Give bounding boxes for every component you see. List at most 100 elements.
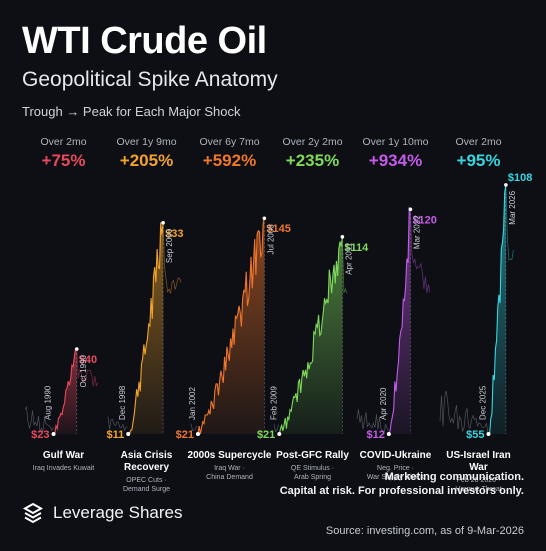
duration-label: Over 1y 10mo	[363, 136, 429, 148]
trough-point	[277, 432, 282, 436]
trough-price-label: $55	[466, 429, 484, 441]
trough-point	[126, 432, 131, 436]
change-label: +95%	[457, 151, 501, 170]
event-detail-label: Feb 28 2026 ·	[457, 477, 501, 484]
event-detail-label: Arab Spring	[294, 474, 331, 481]
peak-price-label: $120	[412, 214, 436, 226]
peak-point	[504, 183, 508, 187]
brand-name: Leverage Shares	[53, 503, 183, 522]
rise-series-line	[388, 206, 411, 435]
trough-date-label: Feb 2009	[269, 386, 278, 420]
event-detail-label: Hormuz Threat	[455, 486, 502, 493]
rise-series-line	[197, 218, 265, 435]
trough-date-label: Jan 2002	[188, 387, 197, 420]
peak-date-label: Mar 2026	[508, 190, 517, 224]
disclaimer: Marketing communication. Capital at risk…	[280, 470, 524, 498]
trough-price-label: $21	[176, 429, 194, 441]
peak-price-label: $114	[344, 242, 369, 254]
change-label: +75%	[42, 151, 86, 170]
rise-series-line	[488, 184, 507, 435]
panel-6: $55 $108 Dec 2025 Mar 2026 Over 2mo +95% US-Is…	[439, 136, 532, 493]
event-detail-label: Iraq Invades Kuwait	[33, 465, 95, 472]
peak-point	[161, 221, 165, 225]
event-detail-label: War Supply Shock	[367, 474, 425, 481]
trough-point	[51, 432, 56, 436]
peak-price-label: $33	[165, 228, 183, 240]
change-label: +235%	[286, 151, 339, 170]
event-detail-label: Neg. Price ·	[377, 465, 414, 472]
duration-label: Over 2mo	[40, 136, 86, 148]
rise-area	[197, 218, 265, 434]
duration-label: Over 2mo	[455, 136, 501, 148]
panel-4: $21 $114 Feb 2009 Apr 2011 Over 2y 2mo +235% P…	[257, 136, 369, 481]
peak-point	[74, 347, 79, 351]
chart-tagline: Trough → Peak for Each Major Shock	[22, 104, 241, 119]
panel-3: $21 $145 Jan 2002 Jul 2008 Over 6y 7mo +592% 2…	[176, 136, 291, 481]
change-label: +205%	[120, 151, 173, 170]
event-name-label: Asia Crisis	[121, 450, 173, 461]
rise-area	[279, 236, 343, 434]
peak-date-label: Jul 2008	[266, 224, 275, 255]
event-detail-label: Demand Surge	[123, 486, 170, 493]
peak-price-label: $145	[266, 223, 290, 235]
peak-date-label: Sep 2000	[165, 228, 174, 263]
page-subtitle: Geopolitical Spike Anatomy	[22, 68, 278, 91]
trough-price-label: $23	[31, 429, 49, 441]
rise-series-line	[278, 236, 343, 435]
pre-trough-series	[439, 390, 489, 434]
event-name-label: War	[469, 462, 488, 473]
peak-price-label: $108	[508, 172, 532, 184]
duration-label: Over 2y 2mo	[282, 136, 342, 148]
trough-point	[486, 432, 491, 436]
post-peak-series	[410, 209, 431, 293]
leverage-shares-logo-icon	[22, 502, 44, 524]
peak-point	[408, 207, 413, 212]
trough-date-label: Aug 1990	[44, 385, 53, 420]
panel-5: $12 $120 Apr 2020 Mar 2022 Over 1y 10mo +934%…	[356, 136, 437, 481]
rise-area	[488, 184, 506, 434]
post-peak-series	[76, 348, 99, 387]
post-peak-series	[341, 236, 348, 294]
rise-series-line	[53, 347, 77, 435]
trough-date-label: Apr 2020	[379, 387, 388, 420]
peak-date-label: Apr 2011	[344, 242, 353, 274]
pre-trough-series	[356, 409, 389, 435]
pre-trough-series	[107, 416, 128, 432]
rise-area	[128, 222, 164, 434]
event-name-label: Recovery	[124, 462, 169, 473]
peak-point	[340, 235, 345, 239]
event-detail-label: Iraq War ·	[214, 465, 245, 472]
peak-date-label: Oct 1990	[79, 354, 88, 387]
trough-date-label: Dec 1998	[118, 385, 127, 420]
trough-price-label: $11	[106, 429, 124, 441]
trough-date-label: Dec 2025	[478, 385, 487, 420]
post-peak-series	[505, 184, 514, 261]
peak-price-label: $40	[79, 354, 97, 366]
event-name-label: Gulf War	[43, 450, 84, 461]
disclaimer-line-2: Capital at risk. For professional invest…	[279, 485, 524, 497]
trough-price-label: $12	[367, 429, 385, 441]
panel-2: $11 $33 Dec 1998 Sep 2000 Over 1y 9mo +205% As…	[106, 136, 183, 493]
pre-trough-series	[24, 405, 54, 433]
event-name-label: US-Israel Iran	[446, 450, 510, 461]
rise-area	[53, 348, 77, 434]
panel-1: $23 $40 Aug 1990 Oct 1990 Over 2mo +75% Gulf W…	[24, 136, 99, 472]
rise-area	[388, 208, 411, 434]
footer-logo: Leverage Shares	[22, 502, 182, 524]
event-detail-label: QE Stimulus ·	[291, 465, 334, 472]
event-name-label: Post-GFC Rally	[276, 450, 349, 461]
trough-price-label: $21	[257, 429, 275, 441]
trough-point	[195, 432, 200, 436]
pre-trough-series	[190, 423, 198, 431]
page-title: WTI Crude Oil	[22, 20, 267, 62]
trough-point	[386, 432, 391, 436]
change-label: +592%	[203, 151, 256, 170]
disclaimer-line-1: Marketing communication.	[384, 471, 524, 483]
peak-point	[262, 216, 267, 221]
event-name-label: COVID-Ukraine	[360, 450, 432, 461]
post-peak-series	[162, 222, 182, 294]
duration-label: Over 1y 9mo	[116, 136, 176, 148]
event-detail-label: China Demand	[206, 474, 253, 481]
change-label: +934%	[369, 151, 422, 170]
